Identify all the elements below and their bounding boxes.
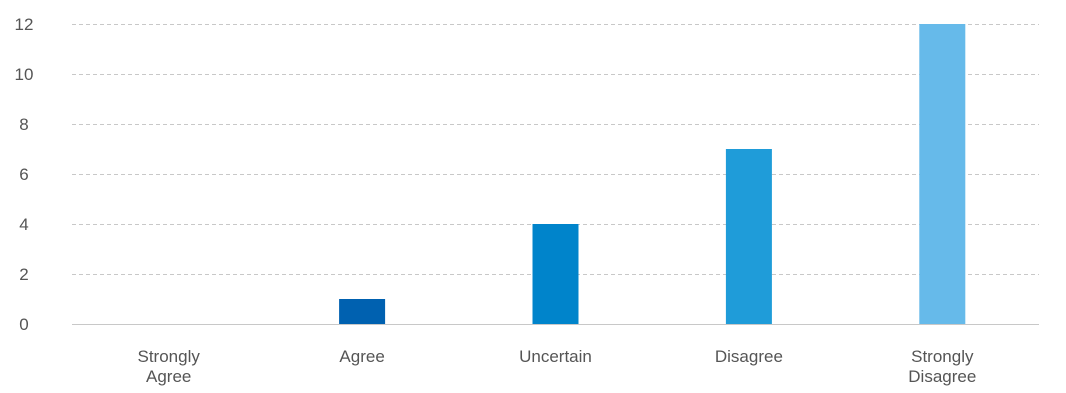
y-axis-tick-labels: 0 2 4 6 8 10 12 [15,15,34,334]
y-tick-label: 0 [19,315,28,334]
x-category-label: Strongly Disagree [908,347,976,386]
x-category-label: Disagree [715,347,783,366]
y-tick-label: 6 [19,165,28,184]
x-axis-category-labels: Strongly Agree Agree Uncertain Disagree Stron… [138,347,977,386]
bar [919,24,966,324]
y-tick-label: 2 [19,265,28,284]
y-tick-label: 12 [15,15,34,34]
bar [339,299,386,324]
y-tick-label: 10 [15,65,34,84]
x-category-label: Uncertain [519,347,592,366]
x-category-label: Strongly Agree [138,347,201,386]
x-category-label: Agree [339,347,384,366]
bars [339,24,966,324]
y-tick-label: 8 [19,115,28,134]
bar [532,224,579,324]
y-tick-label: 4 [19,215,28,234]
bar [725,149,772,324]
